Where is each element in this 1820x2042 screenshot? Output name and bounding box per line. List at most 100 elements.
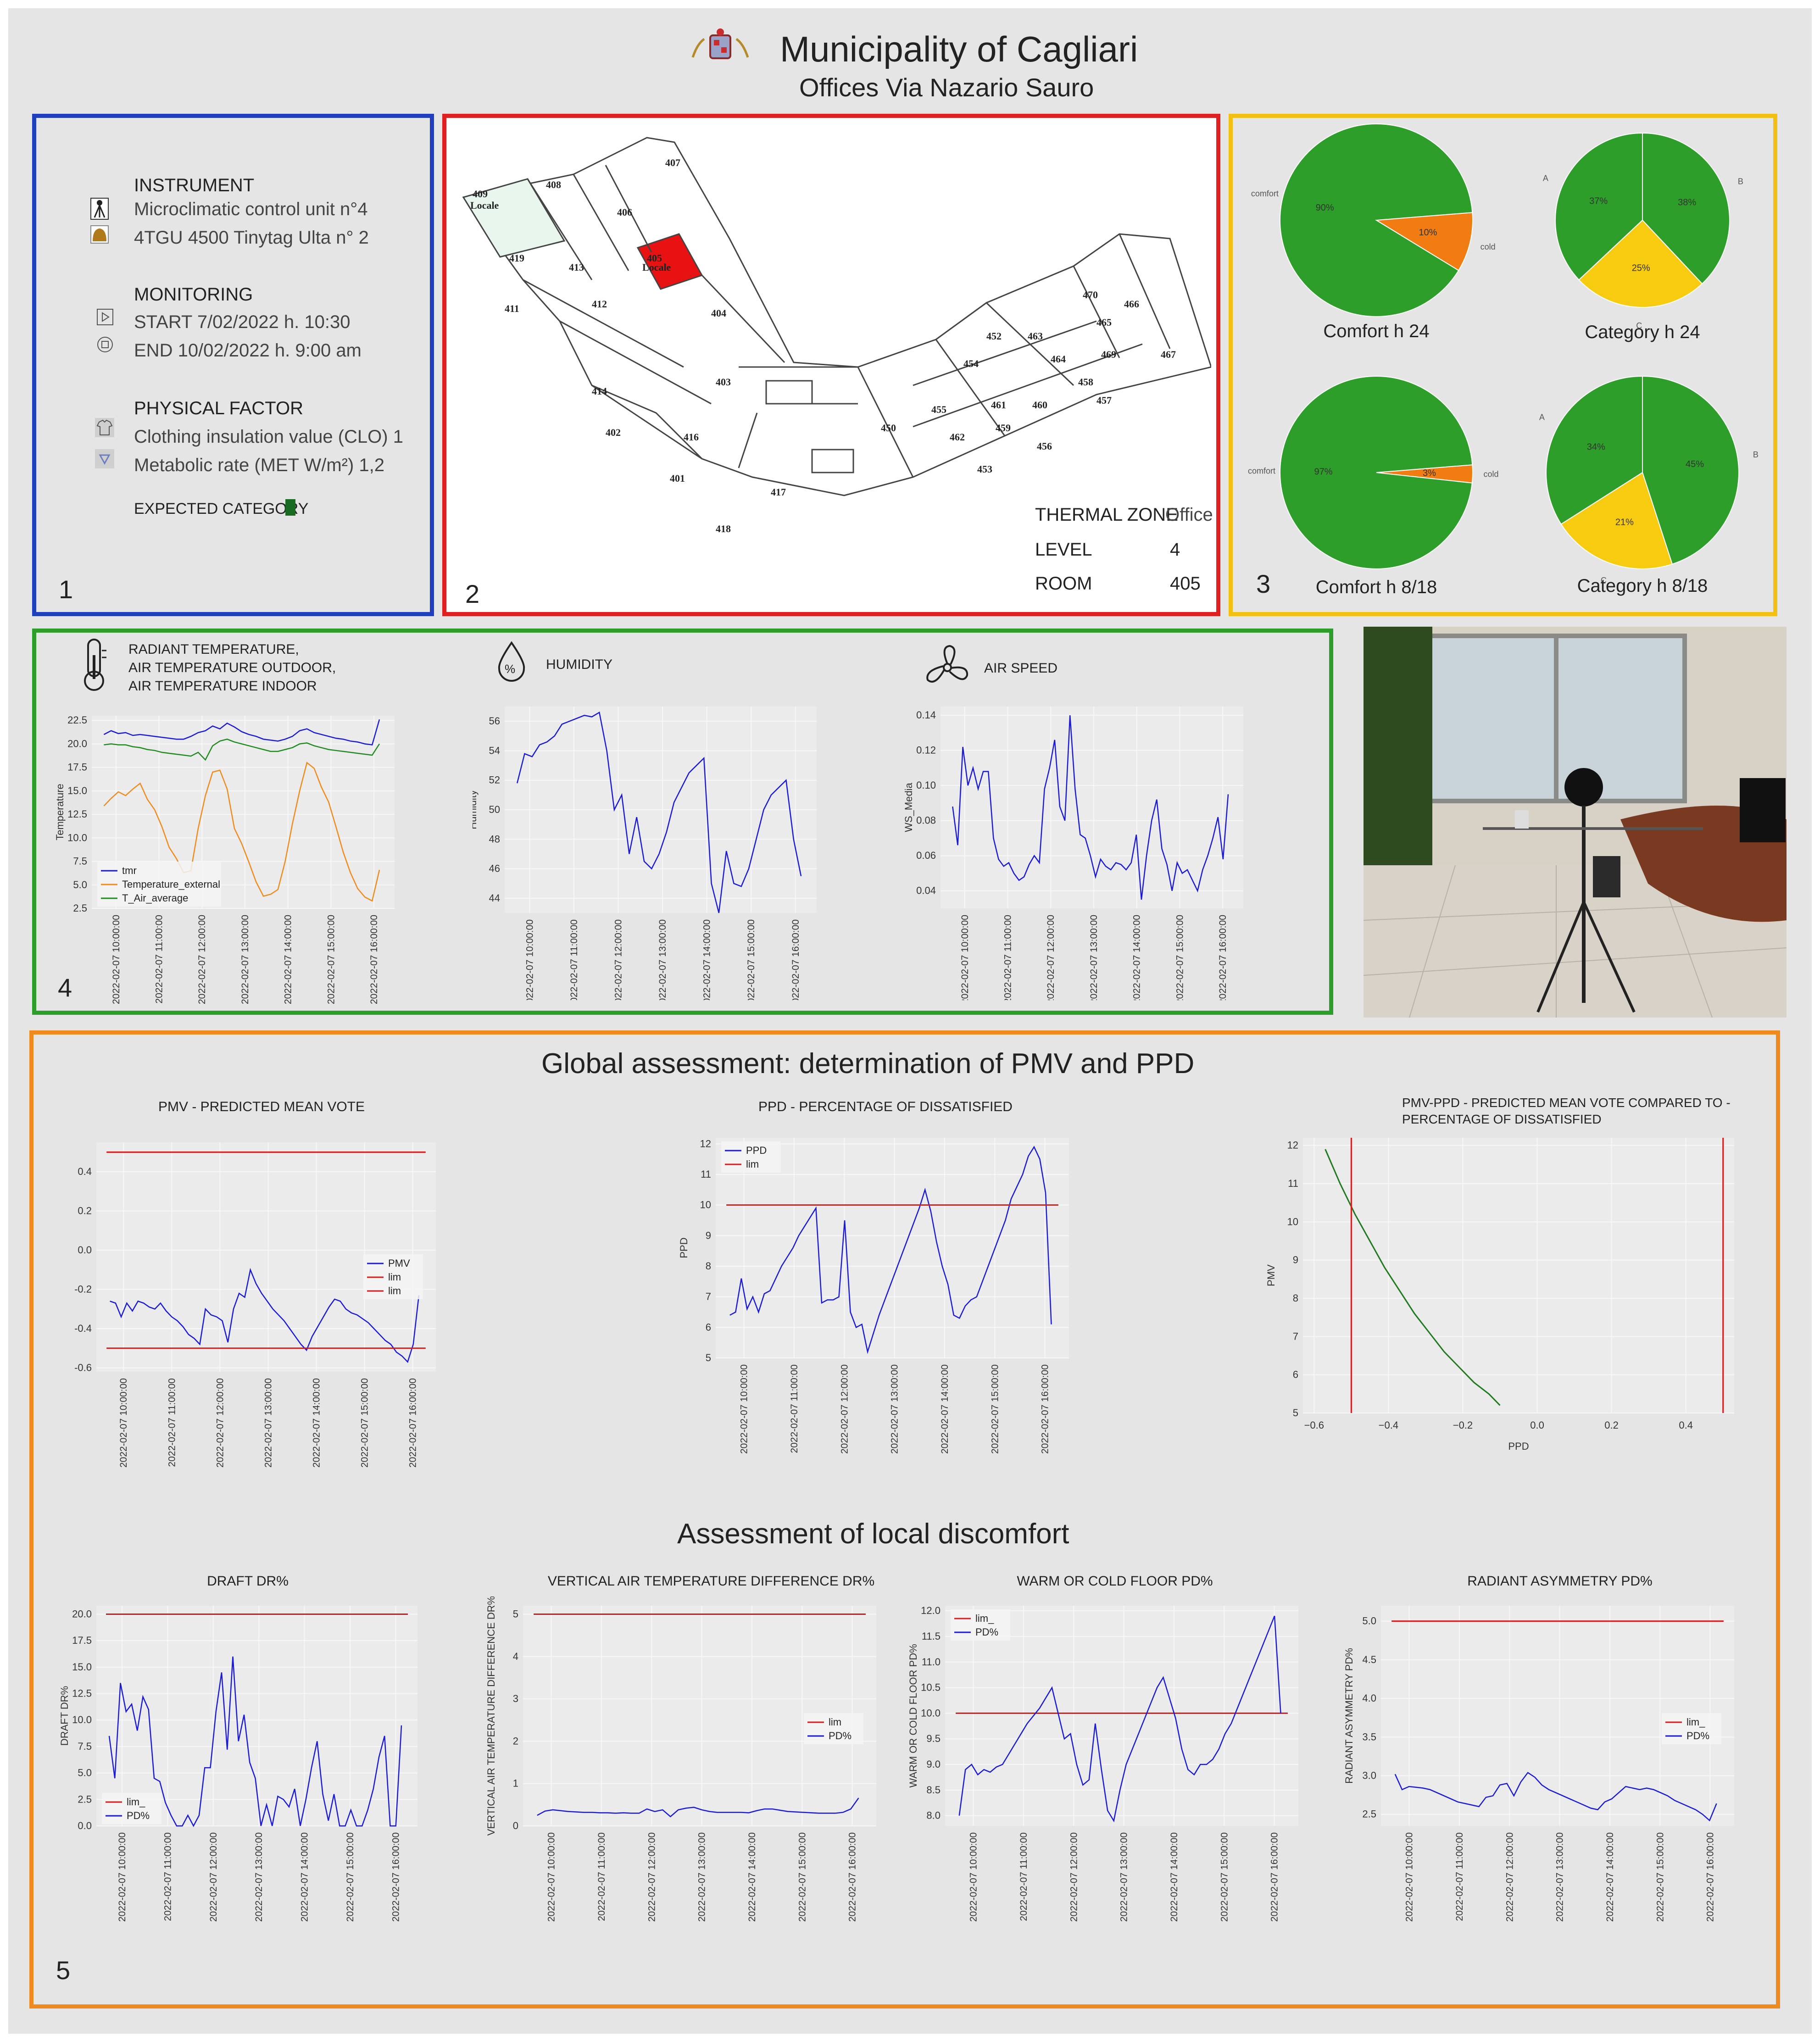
x-tick-label: 2022-02-07 12:00:00 (215, 1378, 225, 1468)
y-tick-label: 1 (513, 1778, 518, 1789)
met-value: Metabolic rate (MET W/m²) 1,2 (134, 455, 385, 475)
room-photo (1364, 627, 1787, 1018)
airspeed-chart-title: AIR SPEED (984, 661, 1058, 676)
y-axis-label: DRAFT DR% (59, 1686, 70, 1746)
y-tick-label: 12 (700, 1138, 711, 1149)
level-value: 4 (1170, 540, 1180, 560)
y-tick-label: 0.14 (916, 709, 936, 721)
pie-value-label: 21% (1615, 517, 1634, 528)
pie-value-label: 38% (1678, 198, 1696, 208)
svg-text:Locale: Locale (470, 200, 499, 211)
svg-text:470: 470 (1083, 289, 1098, 300)
ppd-chart-title: PPD - PERCENTAGE OF DISSATISFIED (758, 1099, 1013, 1114)
svg-text:457: 457 (1096, 395, 1112, 406)
y-tick-label: 12.5 (72, 1688, 92, 1699)
panel-number-4: 4 (58, 973, 72, 1002)
svg-text:416: 416 (684, 431, 699, 443)
svg-text:466: 466 (1124, 298, 1139, 310)
svg-text:455: 455 (931, 404, 946, 415)
pie-caption: Comfort h 8/18 (1315, 577, 1437, 597)
tripod-icon (90, 198, 109, 220)
legend: lim_ PD% (102, 1793, 161, 1824)
y-tick-label: 11 (701, 1168, 711, 1180)
y-tick-label: 7.5 (73, 856, 87, 867)
y-tick-label: 10 (1287, 1216, 1298, 1227)
y-tick-label: 9 (1293, 1254, 1298, 1266)
pie-category-label: B (1738, 177, 1743, 186)
y-axis-label: PPD (678, 1237, 690, 1258)
pie-slice-B (1642, 375, 1739, 565)
y-tick-label: 3.0 (1362, 1770, 1376, 1781)
pie-category-label: A (1539, 413, 1545, 422)
series-line (104, 738, 380, 761)
svg-text:469: 469 (1101, 349, 1116, 360)
legend-label: lim (746, 1158, 759, 1170)
pie-category-label: comfort (1248, 466, 1275, 475)
legend-box (102, 1793, 161, 1824)
instrument-heading: INSTRUMENT (134, 175, 255, 195)
legend-label: PPD (746, 1145, 767, 1156)
svg-text:463: 463 (1028, 330, 1043, 342)
panel-comfort-pies (1229, 114, 1777, 616)
x-tick-label: 0.2 (1604, 1419, 1619, 1431)
x-tick-label: 2022-02-07 16:00:00 (790, 919, 801, 1000)
room-value: 405 (1170, 573, 1201, 594)
vertical-chart: 5 4 3 2 1 0 VERTICAL AIR TEMPERATURE DIFFERENC… (485, 1597, 876, 1922)
y-tick-label: 0.0 (78, 1244, 92, 1256)
expected-category-label: EXPECTED CATEGORY (134, 500, 309, 517)
svg-text:464: 464 (1051, 353, 1066, 365)
x-tick-label: 2022-02-07 12:00:00 (1504, 1832, 1515, 1922)
y-tick-label: 22.5 (67, 714, 87, 726)
pie-chart: 3% cold 97% comfort (1248, 376, 1498, 569)
y-tick-label: 5.0 (78, 1767, 92, 1779)
y-tick-label: -0.6 (74, 1362, 92, 1373)
pmv-chart: 0.4 0.2 0.0 -0.2 -0.4 -0.6 2022-02-07 10:00:00… (74, 1142, 436, 1468)
y-tick-label: 8 (706, 1260, 711, 1272)
pie-value-label: 25% (1632, 263, 1650, 273)
x-tick-label: 2022-02-07 13:00:00 (263, 1378, 273, 1468)
global-assessment-heading: Global assessment: determination of PMV … (541, 1048, 1195, 1079)
y-tick-label: 15.0 (72, 1661, 92, 1673)
x-tick-label: 2022-02-07 13:00:00 (1089, 915, 1099, 1000)
x-tick-label: 2022-02-07 12:00:00 (208, 1832, 219, 1922)
thermometer-icon (84, 639, 106, 691)
x-tick-label: 2022-02-07 11:00:00 (1003, 915, 1013, 1000)
page-subtitle: Offices Via Nazario Sauro (799, 73, 1094, 102)
y-tick-label: 0.2 (78, 1205, 92, 1217)
y-axis-label: VERTICAL AIR TEMPERATURE DIFFERENCE DR% (485, 1597, 497, 1836)
y-tick-label: 12.0 (921, 1605, 941, 1616)
pie-value-label: 37% (1589, 196, 1608, 206)
y-tick-label: -0.4 (74, 1323, 92, 1334)
room-label: ROOM (1035, 573, 1092, 594)
pie-caption: Comfort h 24 (1323, 321, 1430, 341)
legend-label: lim (829, 1716, 841, 1728)
legend-label: lim (388, 1285, 401, 1296)
y-tick-label: 10.0 (67, 832, 87, 843)
svg-text:Locale: Locale (642, 262, 671, 273)
x-tick-label: 2022-02-07 14:00:00 (1169, 1832, 1180, 1922)
y-tick-label: 7 (706, 1291, 711, 1302)
y-tick-label: 11 (1288, 1178, 1298, 1189)
shirt-icon (95, 418, 114, 437)
x-tick-label: 2022-02-07 13:00:00 (254, 1832, 264, 1922)
svg-text:413: 413 (569, 262, 584, 273)
temperature-chart-title: RADIANT TEMPERATURE, AIR TEMPERATURE OUT… (128, 640, 336, 696)
x-tick-label: 2022-02-07 11:00:00 (596, 1832, 607, 1921)
svg-text:465: 465 (1096, 317, 1112, 328)
svg-text:412: 412 (592, 298, 607, 310)
x-tick-label: 2022-02-07 11:00:00 (569, 919, 579, 1000)
y-axis-label: RADIANT ASYMMETRY PD% (1343, 1648, 1355, 1784)
instrument-line1: Microclimatic control unit n°4 (134, 199, 368, 219)
x-tick-label: 2022-02-07 13:00:00 (697, 1832, 707, 1922)
x-tick-label: 2022-02-07 10:00:00 (546, 1832, 557, 1922)
x-tick-label: −0.6 (1304, 1419, 1324, 1431)
svg-text:461: 461 (991, 399, 1006, 411)
x-tick-label: 2022-02-07 16:00:00 (1218, 915, 1228, 1000)
x-tick-label: 2022-02-07 10:00:00 (118, 1378, 129, 1468)
level-label: LEVEL (1035, 540, 1092, 560)
svg-text:467: 467 (1161, 349, 1176, 360)
temp-title-line1: RADIANT TEMPERATURE, (128, 642, 299, 657)
legend-label: PD% (1686, 1730, 1709, 1742)
y-tick-label: 6 (706, 1321, 711, 1333)
x-tick-label: 2022-02-07 12:00:00 (1069, 1832, 1079, 1922)
